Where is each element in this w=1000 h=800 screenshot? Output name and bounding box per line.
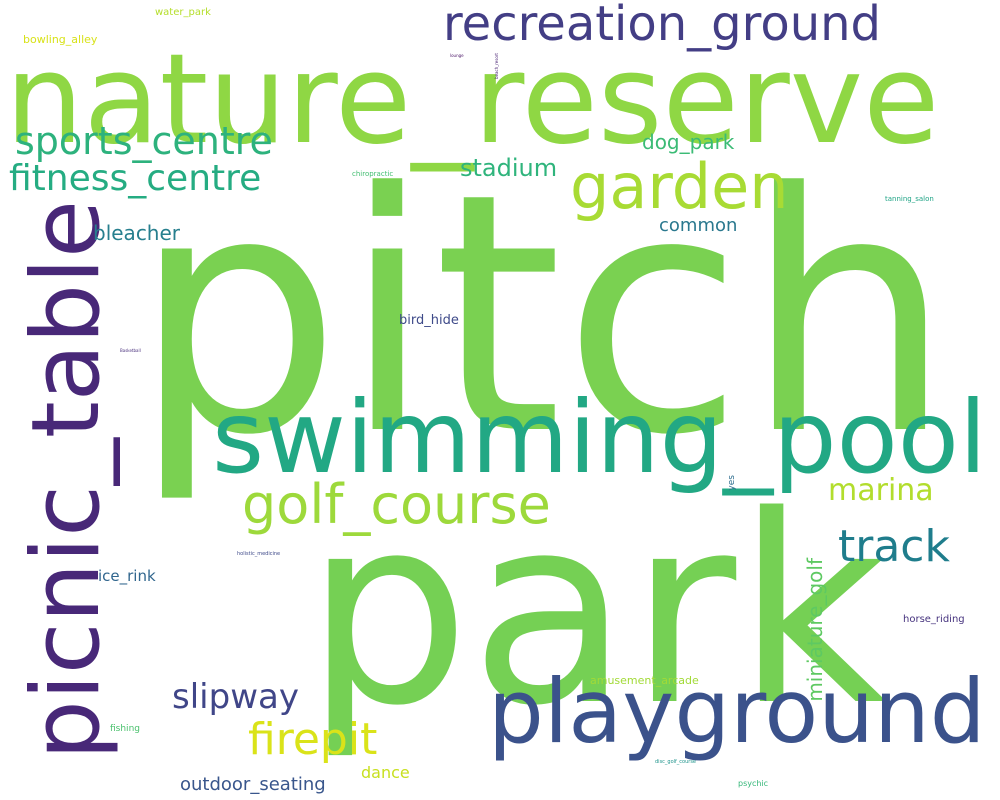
word-dance: dance xyxy=(361,763,410,782)
word-miniature-golf: miniature_golf xyxy=(803,558,827,702)
word-water-park: water_park xyxy=(155,7,211,18)
word-picnic-table: picnic_table xyxy=(12,200,121,760)
word-dog-park: dog_park xyxy=(642,130,735,154)
word-chiropractic: chiropractic xyxy=(352,170,394,178)
word-recreation-ground: recreation_ground xyxy=(443,0,881,52)
word-yes: yes xyxy=(727,475,737,491)
word-bird-hide: bird_hide xyxy=(399,313,459,328)
word-garden: garden xyxy=(570,150,789,223)
word-track: track xyxy=(838,521,950,572)
word-outdoor-seating: outdoor_seating xyxy=(180,774,326,795)
word-psychic: psychic xyxy=(738,779,769,788)
word-marina: marina xyxy=(828,473,934,508)
word-bleacher: bleacher xyxy=(93,221,181,245)
word-bowling-alley: bowling_alley xyxy=(23,33,98,46)
word-common: common xyxy=(659,215,738,236)
word-holistic-medicine: holistic_medicine xyxy=(237,551,281,557)
word-amusement-arcade: amusement_arcade xyxy=(590,674,699,687)
word-playground: playground xyxy=(488,660,986,763)
word-park: park xyxy=(305,461,887,763)
word-disc-golf-course: disc_golf_course xyxy=(655,759,697,765)
word-golf-course: golf_course xyxy=(242,473,551,536)
word-stadium: stadium xyxy=(460,154,558,182)
word-pitch: pitch xyxy=(132,123,954,507)
word-tanning-salon: tanning_salon xyxy=(885,195,934,203)
word-basketball: Basketball xyxy=(120,348,141,353)
word-slipway: slipway xyxy=(172,677,299,717)
word-swimming-pool: swimming_pool xyxy=(212,379,987,496)
word-firepit: firepit xyxy=(248,714,378,765)
word-horse-riding: horse_riding xyxy=(903,614,965,625)
word-fitness-centre: fitness_centre xyxy=(9,158,262,199)
word-ice-rink: ice_rink xyxy=(98,567,156,585)
word-beach-resort: beach_resort xyxy=(494,53,499,79)
word-fishing: fishing xyxy=(110,724,140,734)
word-sports-centre: sports_centre xyxy=(15,119,273,163)
word-lounge: lounge xyxy=(450,53,464,58)
word-nature-reserve: nature_reserve xyxy=(5,28,940,172)
